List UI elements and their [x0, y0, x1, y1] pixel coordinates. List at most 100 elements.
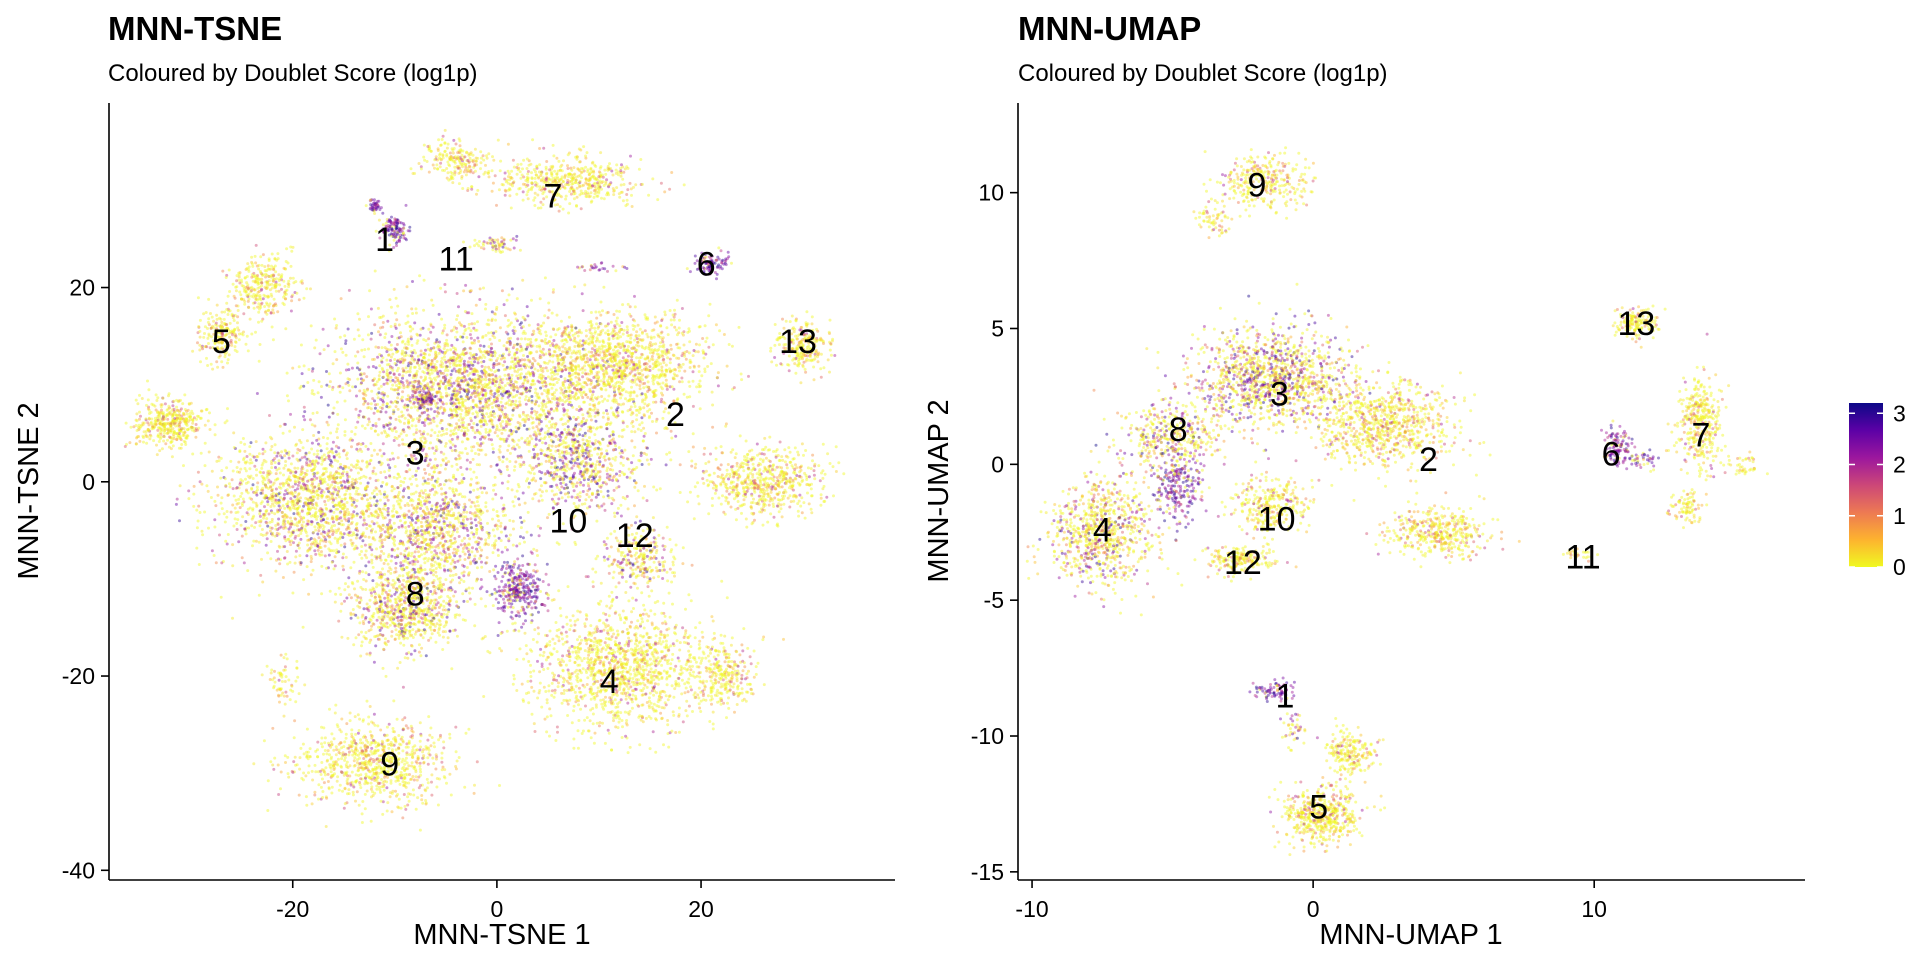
- data-point: [520, 392, 524, 396]
- data-point: [128, 441, 132, 445]
- data-point: [440, 427, 444, 430]
- data-point: [516, 387, 520, 390]
- data-point: [513, 447, 517, 451]
- data-point: [497, 383, 501, 387]
- data-point: [259, 306, 263, 309]
- data-point: [733, 456, 737, 460]
- data-point: [406, 337, 410, 341]
- data-point: [371, 423, 375, 427]
- data-point: [448, 380, 452, 384]
- data-point: [479, 167, 482, 171]
- data-point: [656, 198, 660, 202]
- data-point: [234, 304, 238, 308]
- data-point: [621, 177, 625, 181]
- data-point: [753, 490, 757, 494]
- data-point: [278, 283, 282, 287]
- data-point: [704, 462, 708, 465]
- data-point: [480, 350, 483, 354]
- data-point: [481, 393, 485, 397]
- data-point: [580, 265, 584, 269]
- data-point: [369, 198, 372, 202]
- data-point: [450, 393, 454, 397]
- data-point: [786, 455, 790, 459]
- data-point: [233, 345, 237, 349]
- data-point: [511, 237, 515, 241]
- data-point: [263, 265, 267, 269]
- data-point: [535, 164, 539, 168]
- data-point: [461, 423, 465, 427]
- data-point: [496, 387, 500, 391]
- data-point: [224, 276, 228, 279]
- data-point: [532, 168, 536, 172]
- data-point: [766, 492, 770, 496]
- data-point: [551, 195, 555, 199]
- data-point: [550, 174, 554, 178]
- data-point: [602, 285, 606, 289]
- data-point: [493, 392, 497, 396]
- data-point: [775, 492, 779, 496]
- data-point: [746, 485, 750, 489]
- data-point: [688, 270, 692, 274]
- data-point: [184, 443, 188, 446]
- data-point: [454, 408, 458, 412]
- data-point: [250, 294, 253, 298]
- data-point: [331, 411, 335, 415]
- data-point: [287, 279, 291, 283]
- data-point: [454, 142, 458, 146]
- data-point: [533, 180, 537, 184]
- data-point: [560, 169, 564, 173]
- data-point: [553, 198, 557, 202]
- data-point: [367, 347, 370, 351]
- data-point: [373, 406, 377, 410]
- data-point: [392, 439, 396, 442]
- data-point: [570, 182, 574, 186]
- data-point: [382, 452, 386, 456]
- data-point: [346, 377, 350, 381]
- data-point: [785, 463, 789, 467]
- data-point: [406, 314, 410, 318]
- data-point: [482, 172, 486, 176]
- data-point: [398, 385, 402, 389]
- data-point: [394, 311, 398, 315]
- data-point: [333, 350, 337, 354]
- data-point: [774, 449, 778, 453]
- data-point: [462, 379, 466, 383]
- data-point: [825, 495, 829, 499]
- data-point: [234, 289, 238, 293]
- data-point: [761, 458, 765, 462]
- data-point: [575, 204, 578, 208]
- data-point: [310, 389, 314, 393]
- data-point: [506, 181, 510, 185]
- data-point: [327, 415, 331, 419]
- data-point: [724, 485, 728, 488]
- data-point: [665, 525, 669, 529]
- data-point: [819, 367, 823, 371]
- data-point: [819, 503, 823, 507]
- data-point: [439, 161, 443, 165]
- data-point: [478, 298, 482, 301]
- tsne-subtitle: Coloured by Doublet Score (log1p): [108, 60, 478, 87]
- data-point: [439, 349, 443, 353]
- data-point: [756, 476, 760, 480]
- data-point: [230, 312, 234, 316]
- data-point: [309, 287, 312, 291]
- data-point: [800, 511, 804, 515]
- data-point: [150, 402, 154, 406]
- data-point: [759, 488, 763, 492]
- data-point: [374, 422, 378, 425]
- data-point: [446, 171, 450, 175]
- data-point: [208, 428, 212, 431]
- data-point: [468, 377, 472, 381]
- data-point: [206, 364, 210, 367]
- data-point: [590, 199, 594, 203]
- data-point: [401, 442, 405, 446]
- data-point: [346, 362, 350, 366]
- data-point: [460, 157, 464, 161]
- data-point: [455, 326, 458, 330]
- data-point: [182, 433, 186, 437]
- data-point: [523, 398, 527, 402]
- data-point: [595, 190, 599, 194]
- data-point: [611, 368, 615, 372]
- data-point: [547, 301, 551, 305]
- data-point: [488, 367, 492, 371]
